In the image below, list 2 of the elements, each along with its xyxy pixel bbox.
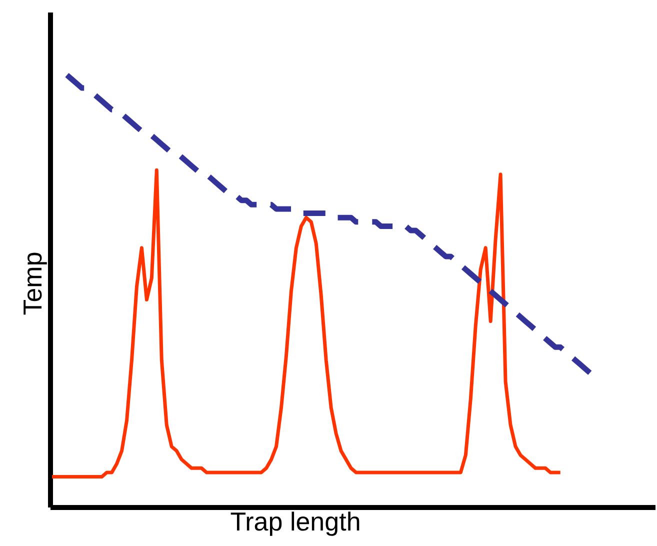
x-axis-title: Trap length [230, 506, 361, 536]
y-axis-title: Temp [18, 252, 48, 316]
